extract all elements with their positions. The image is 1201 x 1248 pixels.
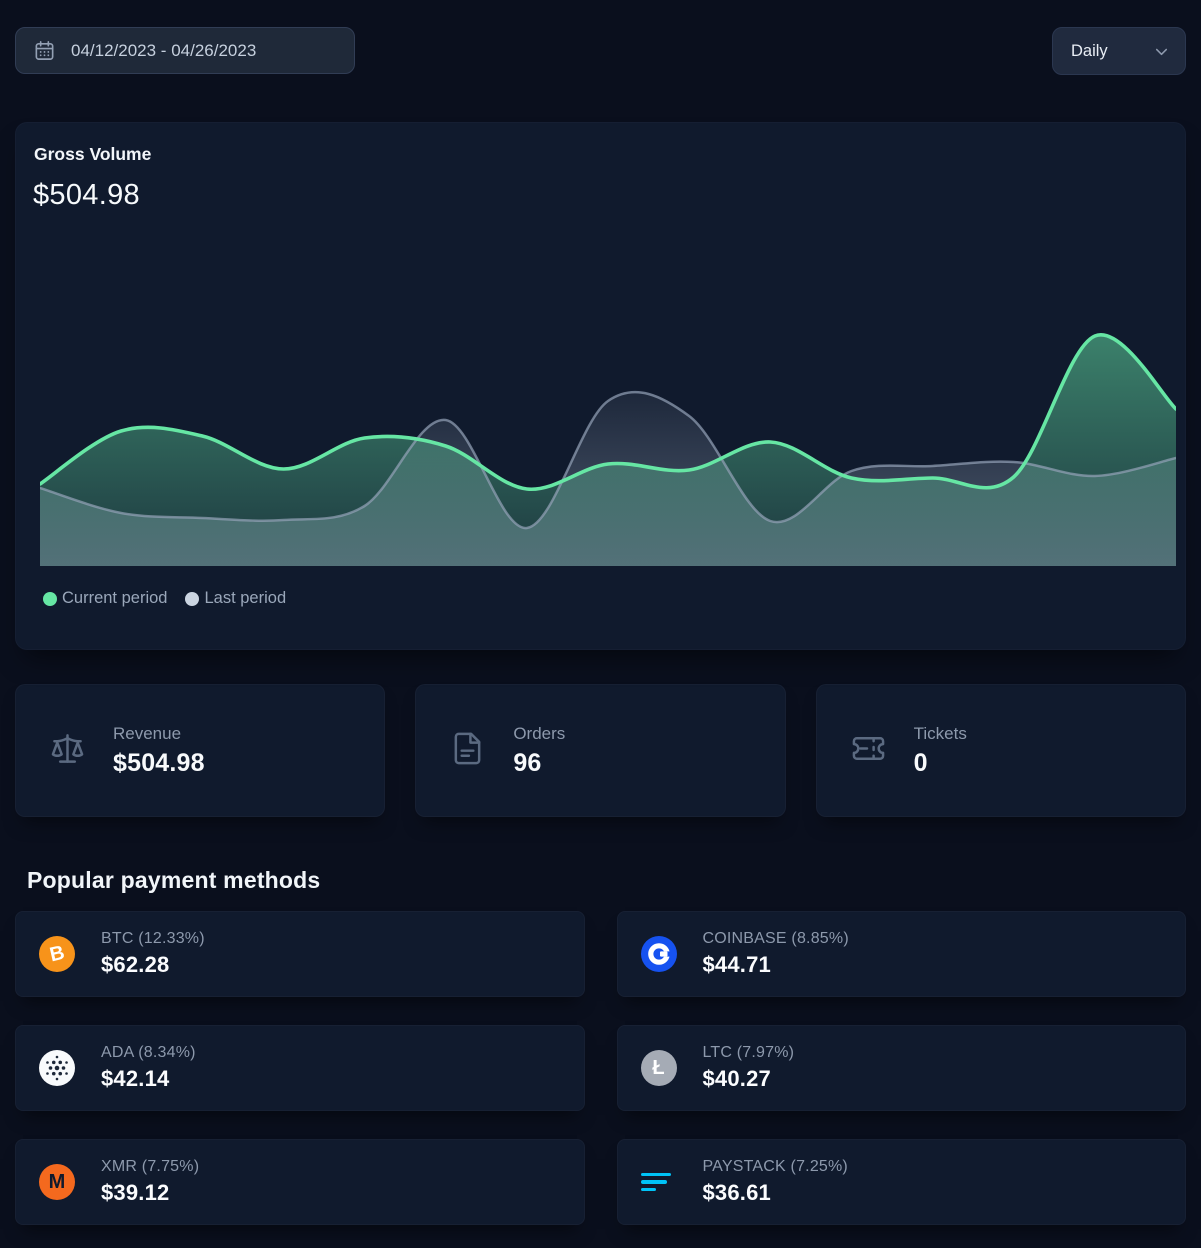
payment-value: $44.71 <box>702 952 771 977</box>
area-chart-svg <box>40 333 1176 566</box>
date-range-value: 04/12/2023 - 04/26/2023 <box>71 40 257 60</box>
legend-dot-last <box>185 591 200 606</box>
coinbase-icon <box>640 936 677 972</box>
btc-symbol: B <box>47 941 67 967</box>
ltc-symbol: Ł <box>652 1057 665 1079</box>
legend-label-last: Last period <box>204 589 287 607</box>
stat-value: $504.98 <box>113 748 205 777</box>
legend-label-current: Current period <box>62 589 168 607</box>
payment-value: $36.61 <box>702 1180 771 1205</box>
payment-label: LTC (7.97%) <box>702 1044 795 1061</box>
stat-label: Revenue <box>113 723 182 743</box>
stat-card-tickets: Tickets 0 <box>815 684 1186 817</box>
payment-label: ADA (8.34%) <box>101 1044 196 1061</box>
payment-card-btc: B BTC (12.33%) $62.28 <box>15 911 585 997</box>
ltc-icon: Ł <box>640 1050 677 1086</box>
payment-value: $42.14 <box>101 1066 170 1091</box>
interval-value: Daily <box>1071 41 1108 60</box>
top-bar: 04/12/2023 - 04/26/2023 Daily <box>15 0 1186 75</box>
legend-item-current-period[interactable]: Current period <box>43 589 167 608</box>
date-range-picker[interactable]: 04/12/2023 - 04/26/2023 <box>15 27 355 74</box>
stat-label: Orders <box>513 723 566 743</box>
calendar-icon <box>35 41 54 60</box>
stats-row: Revenue $504.98 Orders 96 <box>15 684 1186 817</box>
payments-grid: B BTC (12.33%) $62.28 COINBASE (8.85%) $… <box>15 911 1186 1225</box>
stat-value: 96 <box>513 748 542 777</box>
stat-card-orders: Orders 96 <box>415 684 786 817</box>
payment-card-ltc: Ł LTC (7.97%) $40.27 <box>616 1025 1186 1111</box>
payment-value: $62.28 <box>101 952 170 977</box>
payment-label: BTC (12.33%) <box>101 930 205 947</box>
gross-volume-chart <box>40 301 1176 566</box>
interval-select[interactable]: Daily <box>1052 27 1186 75</box>
btc-icon: B <box>39 936 75 972</box>
stat-card-revenue: Revenue $504.98 <box>15 684 386 817</box>
payments-section-title: Popular payment methods <box>27 867 321 893</box>
gross-volume-title: Gross Volume <box>34 144 152 164</box>
chevron-down-icon <box>1155 48 1168 55</box>
xmr-symbol: M <box>48 1171 66 1193</box>
payment-label: PAYSTACK (7.25%) <box>702 1158 848 1175</box>
ada-icon <box>39 1050 75 1086</box>
legend-dot-current <box>43 591 57 606</box>
file-icon <box>450 731 485 771</box>
chart-legend: Current period Last period <box>43 589 286 608</box>
legend-item-last-period[interactable]: Last period <box>185 589 286 608</box>
scale-icon <box>50 731 85 771</box>
ticket-icon <box>851 731 886 771</box>
payment-label: XMR (7.75%) <box>101 1158 200 1175</box>
stat-label: Tickets <box>913 723 967 743</box>
xmr-icon: M <box>39 1164 75 1200</box>
payment-value: $40.27 <box>702 1066 771 1091</box>
gross-volume-card: Gross Volume $504.98 <box>15 122 1186 650</box>
stat-value: 0 <box>913 748 928 777</box>
payment-card-ada: ADA (8.34%) $42.14 <box>15 1025 585 1111</box>
paystack-icon <box>640 1164 677 1200</box>
gross-volume-value: $504.98 <box>33 179 140 211</box>
payment-label: COINBASE (8.85%) <box>702 930 849 947</box>
payment-card-paystack: PAYSTACK (7.25%) $36.61 <box>616 1139 1186 1225</box>
payment-value: $39.12 <box>101 1180 170 1205</box>
payment-card-coinbase: COINBASE (8.85%) $44.71 <box>616 911 1186 997</box>
payment-card-xmr: M XMR (7.75%) $39.12 <box>15 1139 585 1225</box>
